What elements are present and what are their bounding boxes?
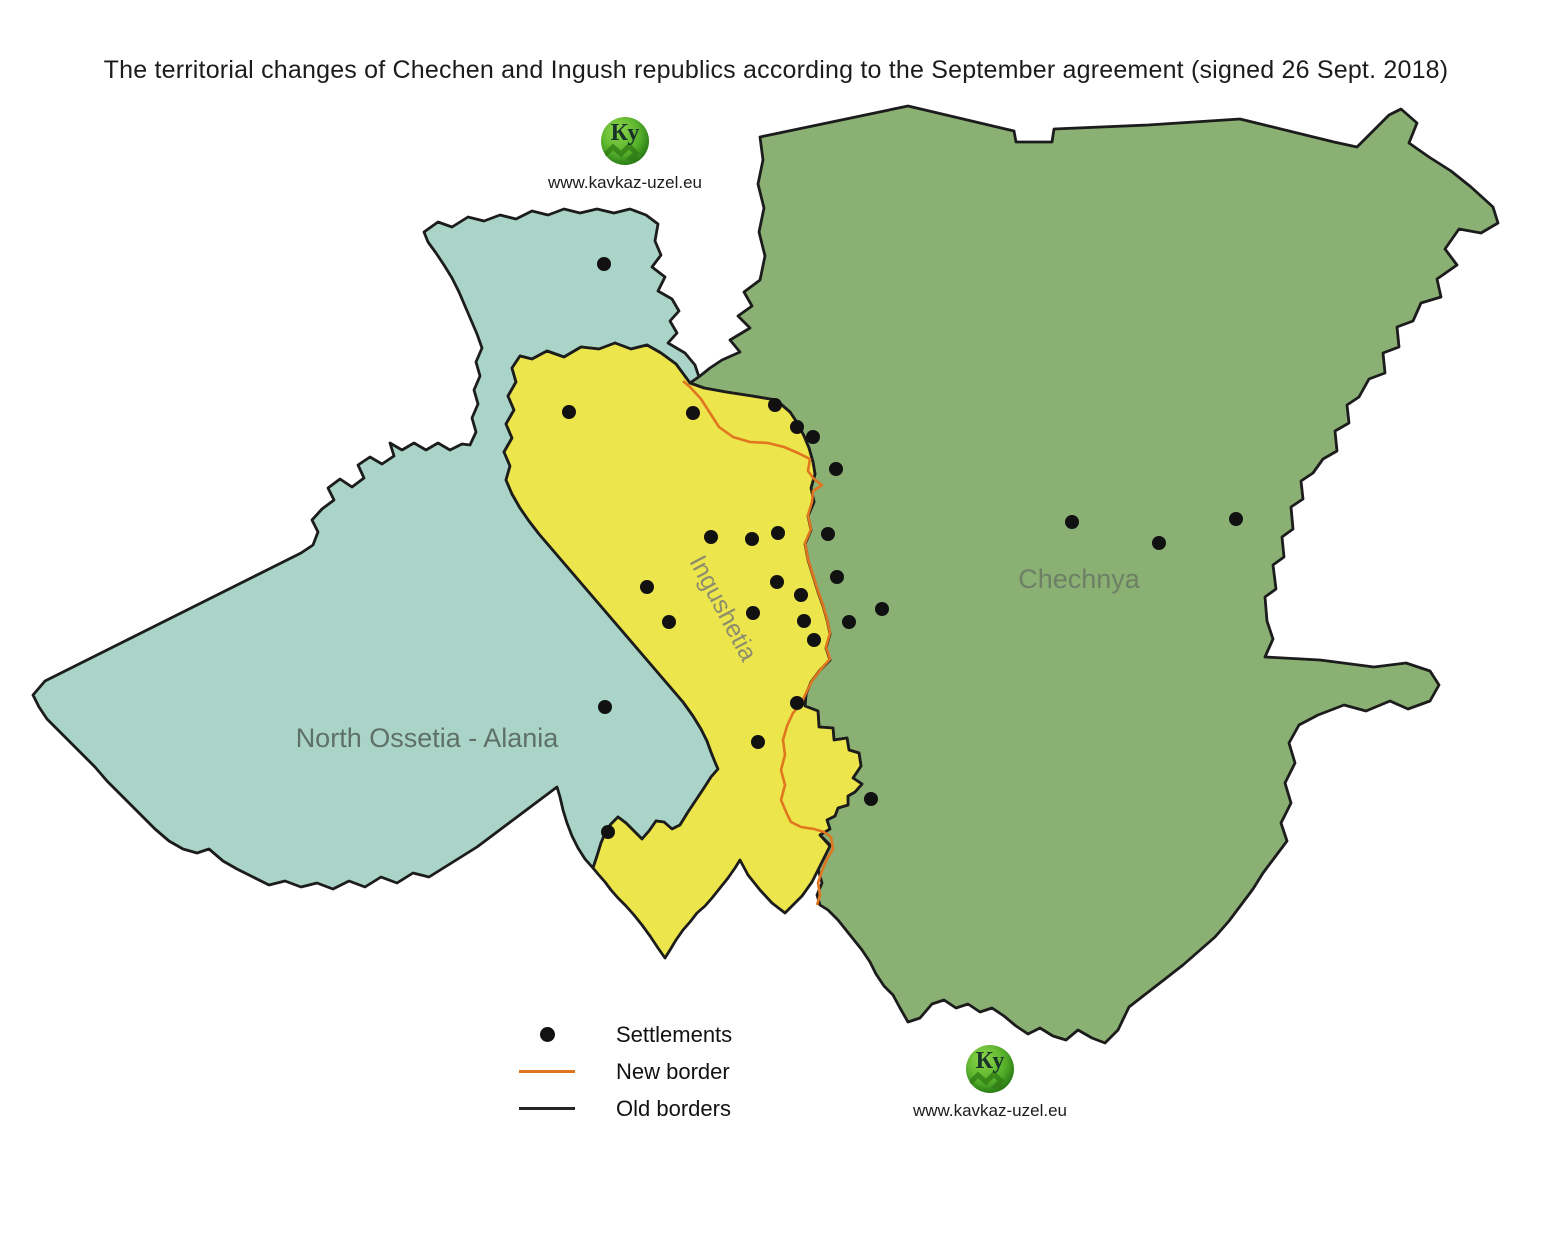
page-title: The territorial changes of Chechen and I… bbox=[103, 56, 1449, 84]
logo-letters: Ку bbox=[610, 120, 640, 146]
settlement-dot bbox=[790, 420, 804, 434]
kavkaz-uzel-logo-icon: Ку bbox=[601, 117, 649, 165]
settlement-dot bbox=[745, 532, 759, 546]
settlement-dot bbox=[790, 696, 804, 710]
settlement-dot bbox=[842, 615, 856, 629]
legend-label: Old borders bbox=[616, 1095, 731, 1121]
settlement-dot bbox=[662, 615, 676, 629]
settlement-dot bbox=[830, 570, 844, 584]
settlement-dot bbox=[597, 257, 611, 271]
mountain-zigzag-icon bbox=[970, 1070, 1005, 1089]
region-label-chechnya: Chechnya bbox=[1018, 564, 1141, 594]
settlement-dot bbox=[807, 633, 821, 647]
settlement-dot bbox=[640, 580, 654, 594]
settlement-dot-icon bbox=[516, 1027, 578, 1042]
settlement-dot bbox=[1065, 515, 1079, 529]
legend-label: New border bbox=[616, 1058, 730, 1084]
new-border-line-icon bbox=[516, 1070, 578, 1073]
settlement-dot bbox=[601, 825, 615, 839]
map-legend: Settlements New border Old borders bbox=[516, 1016, 732, 1127]
kavkaz-uzel-logo-bottom: Ку www.kavkaz-uzel.eu bbox=[880, 1045, 1100, 1121]
settlement-dot bbox=[598, 700, 612, 714]
kavkaz-uzel-logo-icon: Ку bbox=[966, 1045, 1014, 1093]
settlement-dot bbox=[875, 602, 889, 616]
settlement-dot bbox=[562, 405, 576, 419]
settlement-dot bbox=[806, 430, 820, 444]
settlement-dot bbox=[821, 527, 835, 541]
logo-url: www.kavkaz-uzel.eu bbox=[912, 1101, 1067, 1120]
settlement-dot bbox=[797, 614, 811, 628]
legend-row-settlements: Settlements bbox=[516, 1016, 732, 1053]
settlement-dot bbox=[1152, 536, 1166, 550]
settlement-dot bbox=[771, 526, 785, 540]
legend-row-new-border: New border bbox=[516, 1053, 732, 1090]
settlement-dot bbox=[746, 606, 760, 620]
settlement-dot bbox=[794, 588, 808, 602]
logo-letters: Ку bbox=[975, 1048, 1005, 1074]
mountain-zigzag-icon bbox=[605, 142, 640, 161]
settlement-dot bbox=[864, 792, 878, 806]
settlement-dot bbox=[1229, 512, 1243, 526]
settlement-dot bbox=[686, 406, 700, 420]
settlement-dot bbox=[768, 398, 782, 412]
region-label-north-ossetia: North Ossetia - Alania bbox=[296, 723, 560, 753]
settlement-dot bbox=[829, 462, 843, 476]
settlement-dot bbox=[704, 530, 718, 544]
settlement-dot bbox=[751, 735, 765, 749]
legend-label: Settlements bbox=[616, 1021, 733, 1047]
settlement-dot bbox=[770, 575, 784, 589]
logo-url: www.kavkaz-uzel.eu bbox=[547, 173, 702, 192]
legend-row-old-borders: Old borders bbox=[516, 1090, 732, 1127]
old-border-line-icon bbox=[516, 1107, 578, 1110]
kavkaz-uzel-logo-top: Ку www.kavkaz-uzel.eu bbox=[515, 117, 735, 193]
new-border-line bbox=[682, 380, 835, 906]
